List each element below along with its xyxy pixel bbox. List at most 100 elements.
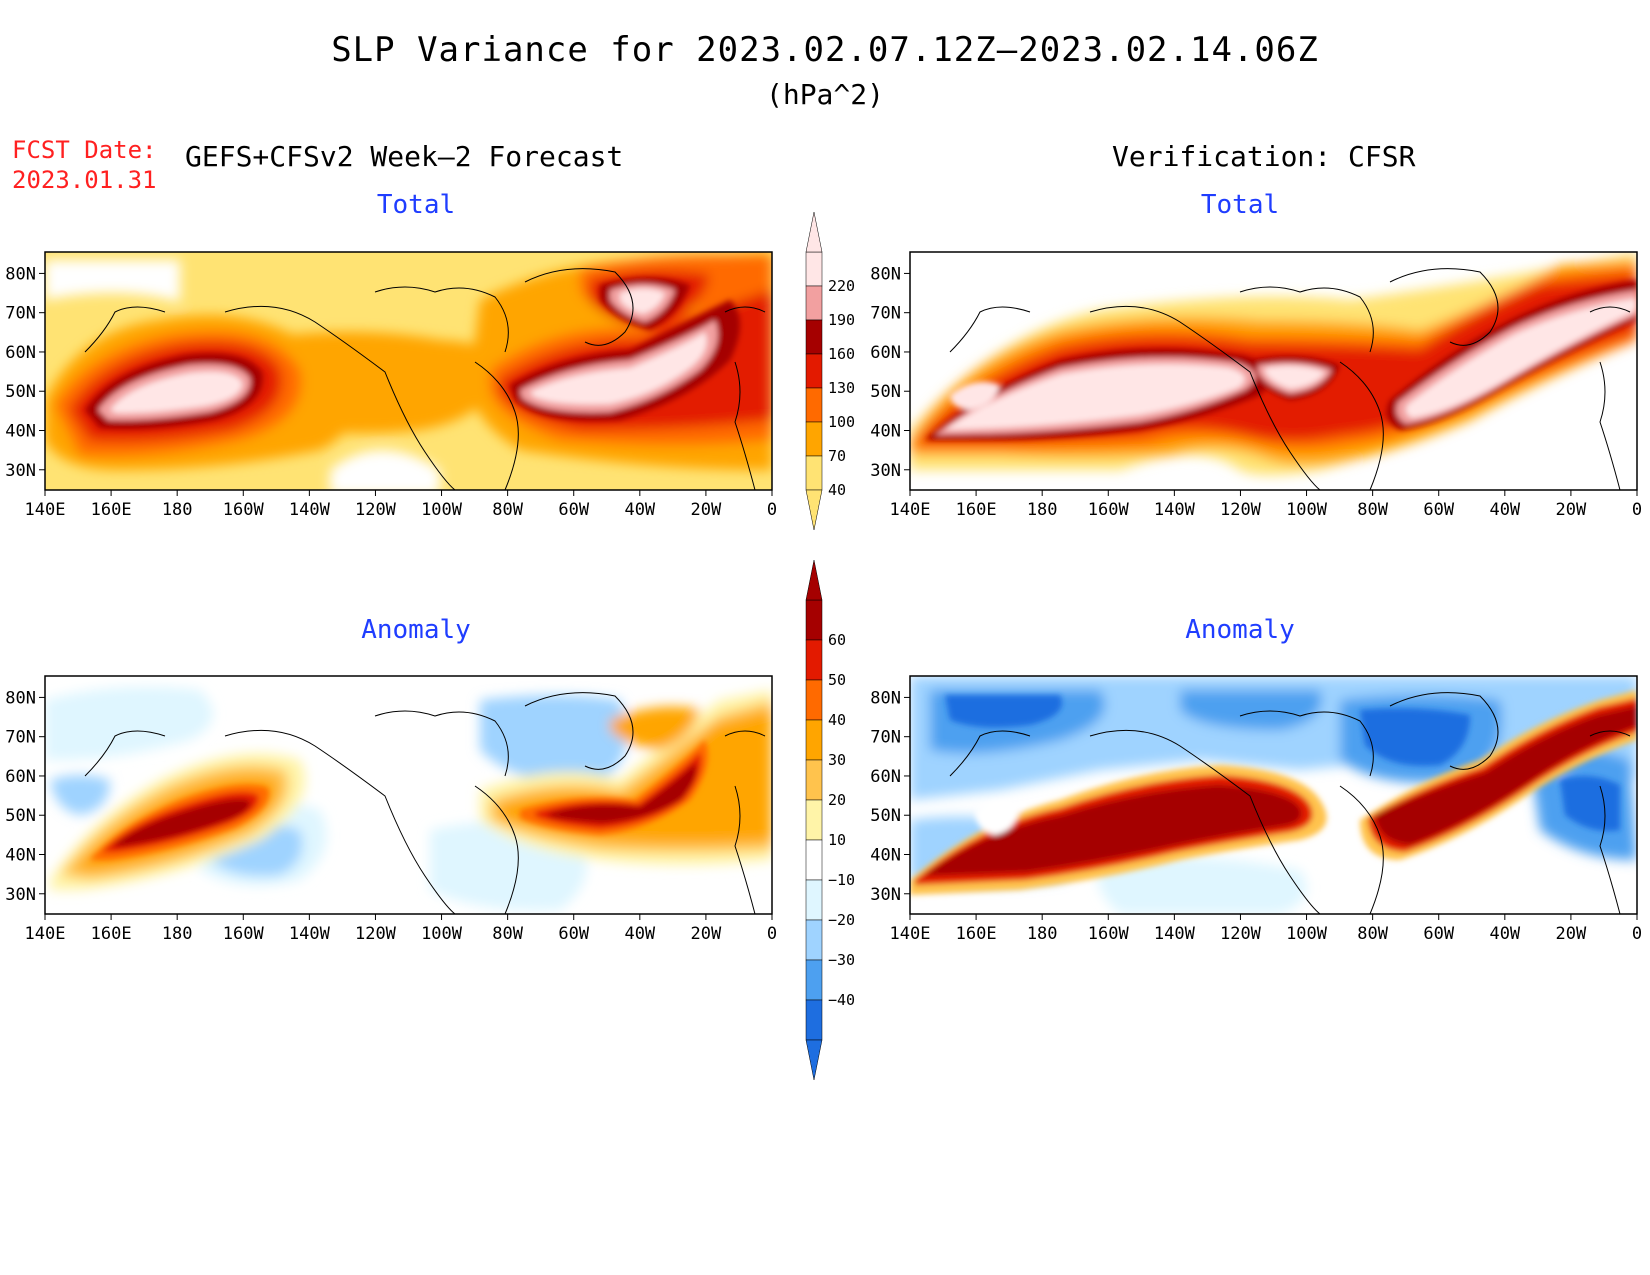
lat-label: 80N: [5, 264, 36, 284]
map-frame: [909, 675, 1638, 915]
lat-label: 30N: [870, 885, 901, 905]
lon-label: 0: [1632, 500, 1642, 520]
coastline: [1389, 268, 1499, 346]
coastline: [374, 710, 509, 777]
colorbar-label: −10: [828, 871, 855, 889]
lon-label: 140W: [1154, 500, 1196, 520]
lon-label: 140E: [890, 924, 931, 944]
coastline: [1339, 785, 1384, 915]
verification-total-map: [910, 252, 1637, 490]
coastline: [224, 729, 456, 915]
coastline: [224, 305, 456, 491]
colorbar-swatch: [805, 285, 823, 321]
forecast-anomaly-map: [45, 676, 772, 914]
lon-label: 160E: [91, 500, 132, 520]
lon-label: 160W: [1088, 924, 1130, 944]
lon-label: 60W: [558, 924, 589, 944]
page-title: SLP Variance for 2023.02.07.12Z–2023.02.…: [331, 30, 1319, 70]
colorbar-arrow-bottom: [805, 1039, 823, 1081]
colorbar-swatch: [805, 959, 823, 1001]
fcst-date-label: FCST Date:: [12, 136, 157, 164]
fcst-date-value: 2023.01.31: [12, 166, 157, 194]
colorbar-arrow-top: [805, 211, 823, 253]
panel-title-forecast-total: Total: [376, 190, 456, 220]
colorbar-swatch: [805, 839, 823, 881]
coastline: [524, 692, 634, 770]
colorbar-swatch: [805, 639, 823, 681]
coastline: [734, 361, 756, 491]
map-panel-bottom-right: 80N 70N 60N 50N 40N 30N 140E 160E 180 160W 140W 120…: [870, 675, 1642, 944]
lon-label: 180: [162, 500, 193, 520]
lon-label: 20W: [691, 500, 722, 520]
lat-label: 40N: [870, 422, 901, 442]
colorbar-swatch: [805, 353, 823, 389]
lon-label: 160E: [956, 500, 997, 520]
lon-label: 80W: [492, 924, 523, 944]
coastline: [1599, 785, 1621, 915]
lat-label: 70N: [870, 728, 901, 748]
coastline: [1589, 306, 1631, 313]
coastline: [474, 361, 519, 491]
lat-label: 60N: [870, 343, 901, 363]
lat-label: 70N: [5, 728, 36, 748]
coastline: [1239, 710, 1374, 777]
coastline: [84, 306, 166, 353]
colorbar-swatch: [805, 759, 823, 801]
lon-label: 0: [767, 500, 777, 520]
lon-label: 120W: [355, 924, 397, 944]
colorbar-swatch: [805, 879, 823, 921]
lon-label: 20W: [1556, 924, 1587, 944]
lon-label: 60W: [1423, 924, 1454, 944]
lon-label: 100W: [1286, 924, 1328, 944]
lat-label: 30N: [5, 461, 36, 481]
map-panel-top-right: 80N 70N 60N 50N 40N 30N 140E 160E 180 160W 140W 120…: [870, 251, 1642, 520]
colorbar-swatch: [805, 387, 823, 423]
colorbar-label: −20: [828, 911, 855, 929]
coastline: [374, 286, 509, 353]
colorbar-swatch: [805, 455, 823, 491]
map-panel-bottom-left: 80N 70N 60N 50N 40N 30N 140E 160E 180 160W 140W 120…: [5, 675, 777, 944]
verification-anomaly-map: [910, 676, 1637, 914]
coastline: [949, 730, 1031, 777]
panel-title-verification-total: Total: [1200, 190, 1280, 220]
coastline: [1589, 730, 1631, 737]
colorbar-label: 70: [828, 447, 846, 465]
lon-label: 80W: [1357, 500, 1388, 520]
colorbar-label: 20: [828, 791, 846, 809]
lat-label: 60N: [5, 767, 36, 787]
colorbar-swatch: [805, 319, 823, 355]
lon-label: 140W: [1154, 924, 1196, 944]
lat-label: 80N: [870, 264, 901, 284]
colorbar-label: 160: [828, 345, 855, 363]
colorbar-swatch: [805, 719, 823, 761]
colorbar-swatch: [805, 599, 823, 641]
forecast-header: GEFS+CFSv2 Week–2 Forecast: [185, 140, 624, 173]
lon-label: 180: [1027, 500, 1058, 520]
lat-label: 60N: [870, 767, 901, 787]
lat-label: 80N: [870, 688, 901, 708]
total-colorbar: 40 70 100 130 160 190 220: [805, 211, 855, 531]
map-frame: [44, 675, 773, 915]
lat-label: 50N: [5, 382, 36, 402]
lon-label: 160E: [956, 924, 997, 944]
lon-label: 180: [1027, 924, 1058, 944]
lon-label: 40W: [1489, 924, 1520, 944]
lon-label: 20W: [691, 924, 722, 944]
lon-label: 60W: [558, 500, 589, 520]
lon-label: 140E: [25, 500, 66, 520]
coastline: [474, 785, 519, 915]
lon-label: 100W: [421, 924, 463, 944]
lon-label: 140E: [890, 500, 931, 520]
map-panel-top-left: 80N 70N 60N 50N 40N 30N 140E 160E 180 160W 140W 120…: [5, 251, 777, 520]
lon-label: 80W: [1357, 924, 1388, 944]
coastline: [1089, 305, 1321, 491]
lat-label: 30N: [5, 885, 36, 905]
colorbar-label: 10: [828, 831, 846, 849]
coastline: [1089, 729, 1321, 915]
lon-label: 0: [767, 924, 777, 944]
lon-label: 120W: [1220, 924, 1262, 944]
lon-label: 140W: [289, 924, 331, 944]
coastline: [1239, 286, 1374, 353]
lon-label: 100W: [421, 500, 463, 520]
colorbar-swatch: [805, 919, 823, 961]
